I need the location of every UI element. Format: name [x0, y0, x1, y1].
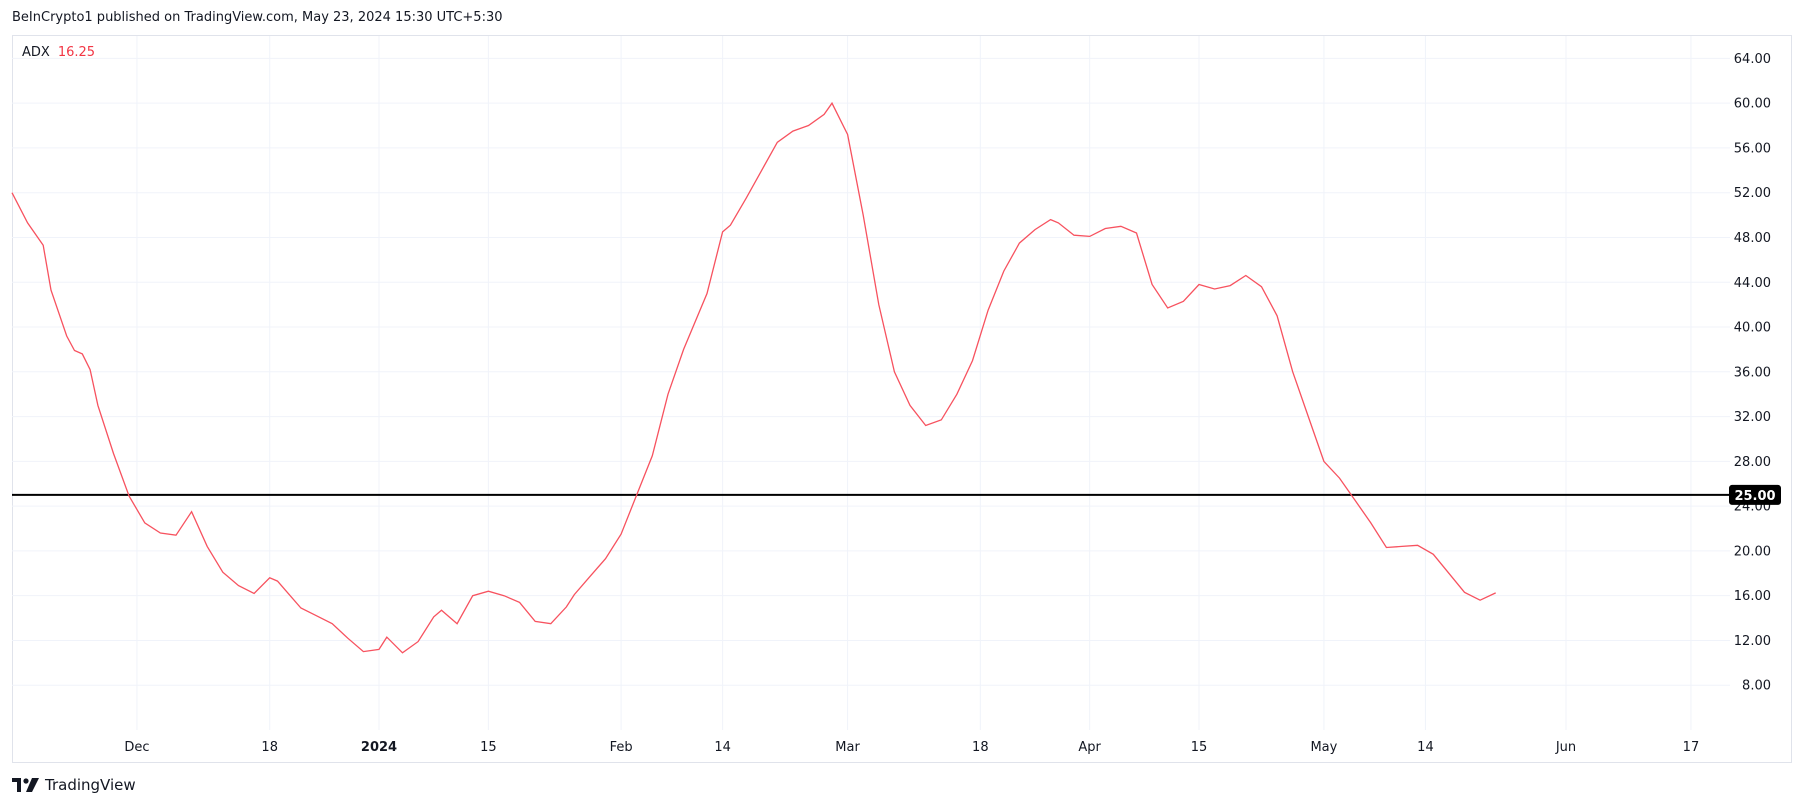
threshold-badge-label: 25.00: [1734, 489, 1775, 504]
adx-series-line: [11, 101, 1496, 654]
y-tick-label: 52.00: [1734, 186, 1771, 201]
publisher-header: BeInCrypto1 published on TradingView.com…: [12, 10, 503, 25]
x-tick-label: 14: [714, 740, 731, 755]
tradingview-logo-text: TradingView: [45, 776, 136, 794]
y-tick-label: 48.00: [1734, 231, 1771, 246]
tradingview-logo[interactable]: TradingView: [12, 776, 136, 794]
x-tick-label: 15: [1191, 740, 1208, 755]
chart-frame: [12, 35, 1792, 763]
x-tick-label: 14: [1417, 740, 1434, 755]
y-tick-label: 12.00: [1734, 634, 1771, 649]
x-tick-label: Mar: [835, 740, 860, 755]
indicator-name: ADX: [22, 45, 50, 60]
y-tick-label: 56.00: [1734, 141, 1771, 156]
x-tick-label: Feb: [610, 740, 633, 755]
grid-lines: [12, 36, 1730, 730]
x-tick-label: 17: [1683, 740, 1700, 755]
y-tick-label: 60.00: [1734, 97, 1771, 112]
x-tick-label: 18: [261, 740, 278, 755]
threshold-badge: 25.00: [1729, 484, 1781, 505]
x-tick-label: Apr: [1078, 740, 1101, 755]
x-tick-label: Jun: [1555, 740, 1576, 755]
threshold-badge-bg: [1729, 484, 1781, 505]
tradingview-logo-icon: [12, 778, 39, 792]
y-tick-label: 32.00: [1734, 410, 1771, 425]
y-tick-label: 64.00: [1734, 52, 1771, 67]
x-tick-label: 2024: [361, 740, 397, 755]
x-tick-label: Dec: [124, 740, 149, 755]
y-tick-label: 36.00: [1734, 365, 1771, 380]
indicator-legend[interactable]: ADX 16.25: [22, 45, 95, 60]
y-tick-label: 8.00: [1742, 679, 1771, 694]
y-tick-label: 44.00: [1734, 276, 1771, 291]
y-tick-label: 20.00: [1734, 544, 1771, 559]
x-tick-label: 18: [972, 740, 989, 755]
indicator-value: 16.25: [57, 45, 96, 60]
x-tick-label: 15: [480, 740, 497, 755]
x-axis: Dec 18 2024 15 Feb 14 Mar 18 Apr 15 May 14 Jun 17: [124, 740, 1699, 755]
y-axis: 64.00 60.00 56.00 52.00 48.00 44.00 40.00 36.00…: [1734, 52, 1771, 694]
y-tick-label: 16.00: [1734, 589, 1771, 604]
x-tick-label: May: [1310, 740, 1337, 755]
y-tick-label: 40.00: [1734, 321, 1771, 336]
y-tick-label: 28.00: [1734, 455, 1771, 470]
